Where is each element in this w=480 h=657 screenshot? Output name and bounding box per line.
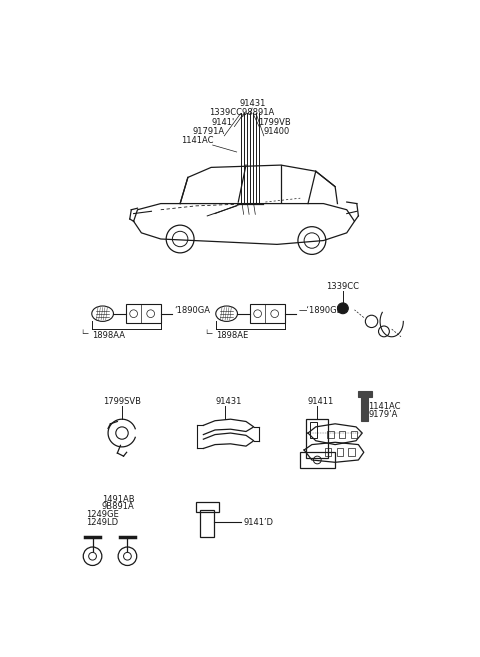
- Text: ‘1890GA: ‘1890GA: [175, 306, 211, 315]
- Text: —‘1890GB: —‘1890GB: [299, 306, 343, 315]
- Text: 1141AC: 1141AC: [369, 402, 401, 411]
- Text: 91431: 91431: [215, 397, 241, 406]
- Bar: [339, 431, 345, 438]
- Bar: [360, 396, 369, 420]
- Text: 91411: 91411: [308, 397, 334, 406]
- Bar: [336, 449, 343, 456]
- Text: 1339CC98891A: 1339CC98891A: [209, 108, 274, 118]
- Text: 9141’D: 9141’D: [244, 518, 274, 527]
- Bar: [196, 503, 219, 512]
- Text: 1898AE: 1898AE: [216, 330, 248, 340]
- Text: └─: └─: [80, 330, 89, 336]
- Text: 1141AC: 1141AC: [181, 136, 214, 145]
- Text: 1491AB: 1491AB: [102, 495, 134, 504]
- Bar: [350, 431, 357, 438]
- Text: 9179’A: 9179’A: [369, 410, 398, 419]
- Bar: [348, 449, 355, 456]
- Bar: [250, 304, 285, 323]
- Bar: [200, 510, 214, 537]
- Text: 1249LD: 1249LD: [86, 518, 119, 527]
- Text: 91791A: 91791A: [193, 127, 225, 136]
- Text: └─: └─: [204, 330, 213, 336]
- Text: 1799SVB: 1799SVB: [103, 397, 141, 406]
- Text: 1898AA: 1898AA: [92, 330, 125, 340]
- Text: 1339CC: 1339CC: [326, 282, 360, 290]
- Text: 9141': 9141': [212, 118, 235, 127]
- Bar: [327, 431, 334, 438]
- Bar: [300, 452, 335, 468]
- Text: 91431: 91431: [239, 99, 265, 108]
- Bar: [310, 422, 317, 438]
- Circle shape: [337, 303, 348, 313]
- Bar: [325, 449, 331, 456]
- Bar: [126, 304, 161, 323]
- Bar: [306, 419, 328, 458]
- Text: 1799VB: 1799VB: [258, 118, 291, 127]
- Text: 9B891A: 9B891A: [102, 503, 134, 511]
- Text: 91400: 91400: [263, 127, 289, 136]
- Bar: [358, 391, 372, 397]
- Text: 1249GE: 1249GE: [86, 510, 119, 519]
